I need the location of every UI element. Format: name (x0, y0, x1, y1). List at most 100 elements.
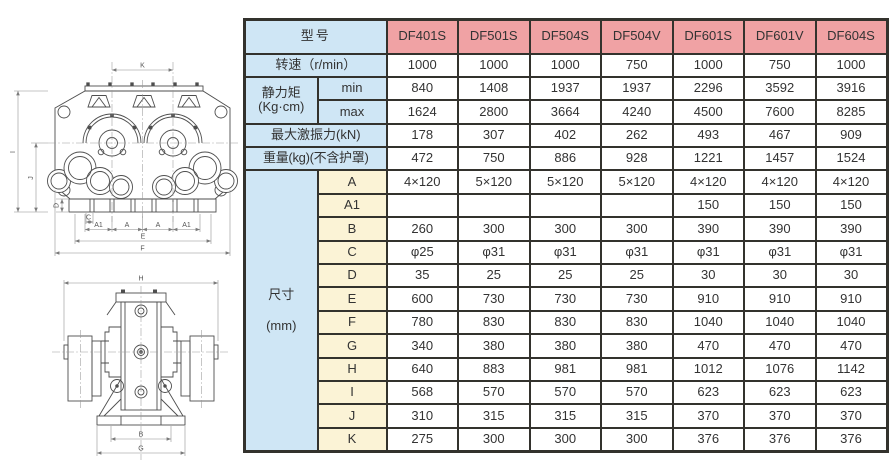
value-cell: 570 (600, 379, 674, 406)
value-cell: 1000 (457, 52, 531, 78)
value-cell: 310 (385, 403, 460, 429)
value-cell: 300 (600, 426, 674, 453)
value-cell: 376 (743, 426, 817, 453)
value-cell: 883 (457, 356, 531, 382)
value-cell: 370 (814, 403, 889, 429)
model-column-header: DF601S (671, 18, 746, 55)
static-moment-unit: (Kg·cm) (258, 99, 305, 115)
center-lines (48, 62, 238, 460)
value-cell: 750 (743, 52, 817, 78)
value-cell: 376 (671, 426, 746, 453)
value-cell: 3916 (814, 75, 889, 102)
value-cell: 2296 (671, 75, 746, 102)
dim-row-H: H 640 883 981 981 1012 1076 1142 (245, 356, 889, 382)
value-cell: 25 (528, 262, 603, 289)
value-cell: 260 (385, 216, 460, 242)
model-column-header: DF601V (743, 18, 817, 55)
model-header-cell: 型号 (243, 18, 388, 55)
value-cell: 262 (600, 122, 674, 149)
value-cell: 4×120 (671, 169, 746, 195)
value-cell: 1937 (528, 75, 603, 102)
value-cell: 1937 (600, 75, 674, 102)
value-cell: 1000 (671, 52, 746, 78)
row-label-cell: 重量(kg)(不含护罩) (243, 146, 388, 172)
value-cell: 750 (457, 146, 531, 172)
value-cell: 467 (743, 122, 817, 149)
value-cell: 780 (385, 309, 460, 336)
value-cell: 390 (814, 216, 889, 242)
dim-row-D: D 35 25 25 25 30 30 30 (245, 262, 889, 289)
value-cell: 830 (457, 309, 531, 336)
value-cell: 730 (528, 286, 603, 312)
dim-letter-cell: B (316, 216, 388, 242)
value-cell: 300 (528, 426, 603, 453)
value-cell: 5×120 (457, 169, 531, 195)
dim-letter-cell: C (316, 239, 388, 266)
value-cell: 390 (671, 216, 746, 242)
value-cell: 1408 (457, 75, 531, 102)
dim-letter-cell: E (316, 286, 388, 312)
dim-row-K: K 275 300 300 300 376 376 376 (245, 426, 889, 453)
max-label-cell: max (316, 99, 388, 125)
value-cell: 8285 (814, 99, 889, 125)
static-moment-label: 静力矩 (261, 84, 301, 100)
dim-row-F: F 780 830 830 830 1040 1040 1040 (245, 309, 889, 336)
value-cell: 30 (671, 262, 746, 289)
dimensions-label-cell: 尺寸 (mm) (243, 169, 319, 453)
value-cell: 370 (743, 403, 817, 429)
dim-row-I: I 568 570 570 570 623 623 623 (245, 379, 889, 406)
dim-letter-cell: A (316, 169, 388, 195)
rail-bolts (86, 82, 199, 86)
value-cell (457, 192, 531, 219)
dimensions-unit: (mm) (266, 317, 297, 333)
value-cell: 25 (457, 262, 531, 289)
dim-label-e: E (141, 234, 146, 241)
dim-letter-cell: H (316, 356, 388, 382)
value-cell: 470 (671, 333, 746, 359)
value-cell: φ31 (671, 239, 746, 266)
value-cell: 928 (600, 146, 674, 172)
value-cell: 4×120 (814, 169, 889, 195)
value-cell: 150 (743, 192, 817, 219)
weight-row: 重量(kg)(不含护罩) 472 750 886 928 1221 1457 1… (243, 146, 889, 172)
value-cell: 981 (600, 356, 674, 382)
model-column-header: DF501S (457, 18, 531, 55)
dim-label-g: G (138, 446, 143, 453)
static-moment-min-row: 静力矩 (Kg·cm) min 840 1408 1937 1937 2296 … (243, 75, 889, 125)
value-cell: 178 (385, 122, 460, 149)
dim-label-k: K (140, 63, 145, 70)
value-cell: 730 (457, 286, 531, 312)
model-column-header: DF604S (814, 18, 889, 55)
value-cell: 1457 (743, 146, 817, 172)
dim-letter-cell: J (316, 403, 388, 429)
value-cell: 2800 (457, 99, 531, 125)
dimensions-label: 尺寸 (268, 287, 295, 302)
dim-label-a1-right: A1 (182, 222, 191, 229)
value-cell: φ31 (457, 239, 531, 266)
value-cell: 30 (814, 262, 889, 289)
model-column-header: DF504S (528, 18, 603, 55)
value-cell: 750 (600, 52, 674, 78)
dim-row-A1: A1 150 150 150 (245, 192, 889, 219)
value-cell: 3664 (528, 99, 603, 125)
value-cell: 570 (528, 379, 603, 406)
value-cell (385, 192, 460, 219)
value-cell: 981 (528, 356, 603, 382)
value-cell: 340 (385, 333, 460, 359)
value-cell: 3592 (743, 75, 817, 102)
value-cell: 910 (743, 286, 817, 312)
value-cell: 470 (743, 333, 817, 359)
value-cell: 623 (671, 379, 746, 406)
value-cell: 380 (600, 333, 674, 359)
value-cell: 300 (528, 216, 603, 242)
value-cell: 300 (457, 216, 531, 242)
dim-row-J: J 310 315 315 315 370 370 370 (245, 403, 889, 429)
min-label-cell: min (316, 75, 388, 102)
dim-label-h: H (138, 276, 143, 283)
value-cell: 380 (457, 333, 531, 359)
dim-letter-cell: G (316, 333, 388, 359)
value-cell: 402 (528, 122, 603, 149)
value-cell: 830 (600, 309, 674, 336)
model-column-header: DF401S (385, 18, 460, 55)
value-cell: φ31 (814, 239, 889, 266)
